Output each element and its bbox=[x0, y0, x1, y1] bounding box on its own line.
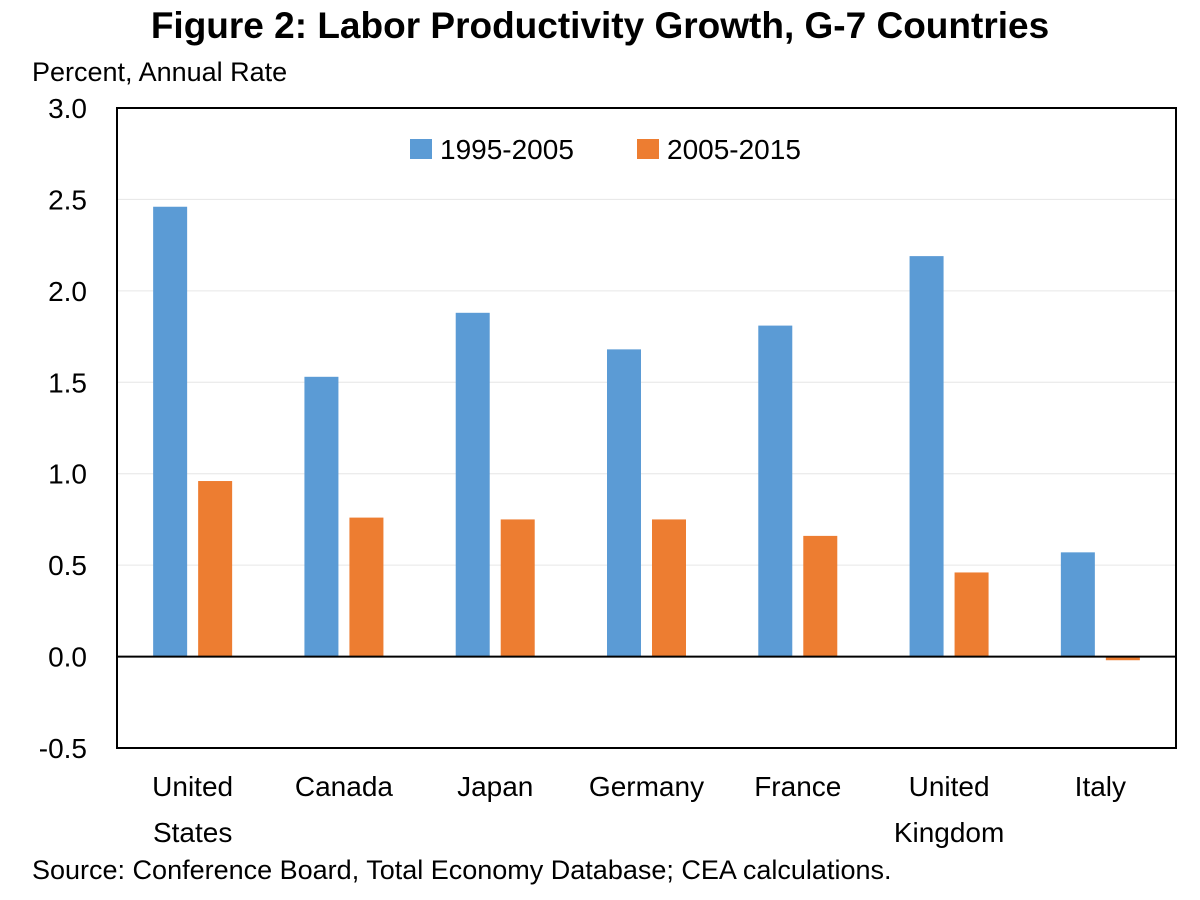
bar-2005-2015 bbox=[500, 519, 535, 657]
x-category-label: Kingdom bbox=[894, 817, 1005, 848]
y-tick-label: 0.0 bbox=[48, 642, 87, 673]
y-axis-tick-labels: 3.0 2.5 2.0 1.5 1.0 0.5 0.0 -0.5 bbox=[39, 93, 87, 764]
x-category-label: Germany bbox=[589, 771, 704, 802]
x-category-label: Japan bbox=[457, 771, 533, 802]
gridlines bbox=[117, 198, 1176, 566]
y-tick-label: 2.0 bbox=[48, 276, 87, 307]
legend: 1995-2005 2005-2015 bbox=[410, 134, 801, 165]
y-tick-label: 1.0 bbox=[48, 459, 87, 490]
x-category-label: France bbox=[754, 771, 841, 802]
y-tick-label: 3.0 bbox=[48, 93, 87, 124]
chart-title: Figure 2: Labor Productivity Growth, G-7… bbox=[150, 5, 1050, 46]
x-axis-category-labels: United States Canada Japan Germany France Unit… bbox=[152, 771, 1126, 848]
bar-2005-2015 bbox=[954, 572, 989, 657]
y-tick-label: 0.5 bbox=[48, 550, 87, 581]
legend-label: 1995-2005 bbox=[440, 134, 574, 165]
bar-1995-2005 bbox=[909, 256, 944, 657]
y-tick-label: 1.5 bbox=[48, 367, 87, 398]
bar-2005-2015 bbox=[1105, 656, 1140, 661]
bar-2005-2015 bbox=[652, 519, 686, 657]
y-axis-unit-label: Percent, Annual Rate bbox=[32, 57, 288, 87]
y-tick-label: -0.5 bbox=[39, 733, 87, 764]
legend-label: 2005-2015 bbox=[667, 134, 801, 165]
bar-1995-2005 bbox=[758, 325, 793, 657]
legend-swatch bbox=[410, 139, 432, 159]
source-note: Source: Conference Board, Total Economy … bbox=[32, 855, 892, 885]
x-category-label: Canada bbox=[295, 771, 394, 802]
y-tick-label: 2.5 bbox=[48, 184, 87, 215]
bar-1995-2005 bbox=[153, 206, 188, 657]
bar-1995-2005 bbox=[607, 349, 641, 657]
x-category-label: States bbox=[153, 817, 232, 848]
bar-2005-2015 bbox=[349, 517, 384, 657]
x-category-label: United bbox=[909, 771, 990, 802]
bar-1995-2005 bbox=[304, 376, 339, 657]
x-category-label: Italy bbox=[1075, 771, 1126, 802]
bar-2005-2015 bbox=[198, 481, 233, 657]
legend-swatch bbox=[637, 139, 659, 159]
plot-area-border bbox=[116, 107, 1177, 749]
bar-1995-2005 bbox=[455, 312, 490, 657]
bar-1995-2005 bbox=[1060, 552, 1095, 657]
bars bbox=[153, 206, 1140, 661]
bar-2005-2015 bbox=[803, 535, 838, 657]
x-category-label: United bbox=[152, 771, 233, 802]
